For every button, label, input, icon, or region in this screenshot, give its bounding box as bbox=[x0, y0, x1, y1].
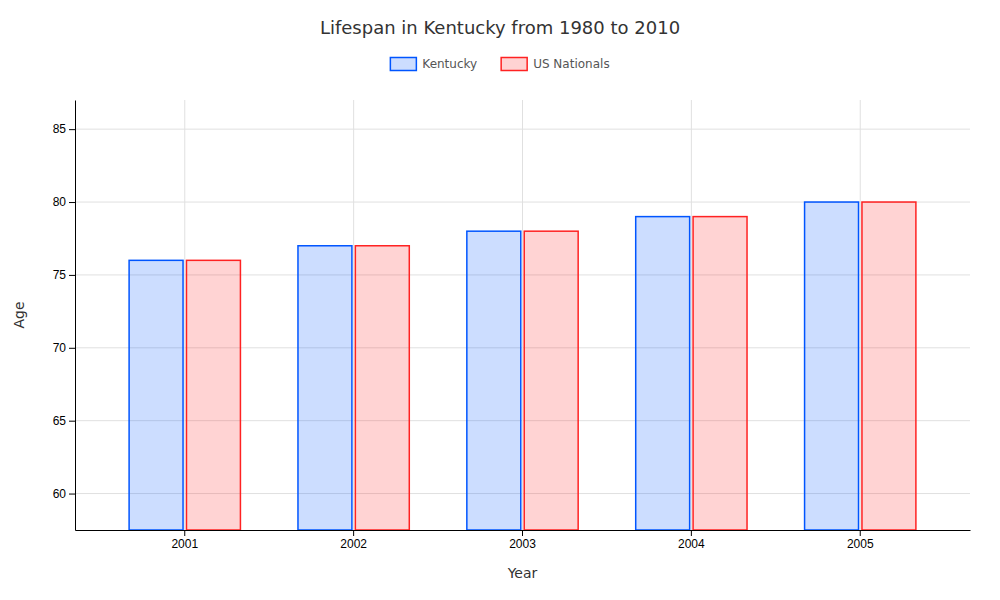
y-tick-mark bbox=[69, 275, 75, 276]
y-axis-line bbox=[75, 101, 76, 531]
y-tick: 60 bbox=[53, 487, 75, 501]
legend-swatch bbox=[501, 58, 527, 71]
y-tick-mark bbox=[69, 129, 75, 130]
legend-label: Kentucky bbox=[422, 57, 477, 71]
y-tick-mark bbox=[69, 421, 75, 422]
x-tick-mark bbox=[691, 530, 692, 536]
grid-line-x bbox=[860, 100, 861, 530]
series bbox=[186, 202, 915, 530]
y-tick-mark bbox=[69, 348, 75, 349]
y-tick-label: 60 bbox=[53, 487, 67, 501]
bar bbox=[524, 231, 578, 530]
bar bbox=[186, 260, 240, 530]
y-tick-label: 70 bbox=[53, 341, 67, 355]
y-tick: 80 bbox=[53, 195, 75, 209]
bar bbox=[298, 246, 352, 530]
x-tick: 2002 bbox=[340, 530, 367, 551]
x-tick-label: 2004 bbox=[678, 537, 705, 551]
legend-item: Kentucky bbox=[390, 57, 477, 71]
x-tick-mark bbox=[860, 530, 861, 536]
legend-label: US Nationals bbox=[533, 57, 609, 71]
plot: 2001 2002 2003 2004 2005 60 65 70 75 80 85 bbox=[53, 100, 971, 551]
legend: Kentucky US Nationals bbox=[390, 57, 609, 71]
x-tick-label: 2003 bbox=[509, 537, 536, 551]
bar bbox=[467, 231, 521, 530]
chart: 2001 2002 2003 2004 2005 60 65 70 75 80 85 Year Age L… bbox=[0, 0, 1000, 600]
y-tick: 65 bbox=[53, 414, 75, 428]
grid-line-x bbox=[522, 100, 523, 530]
bar bbox=[693, 217, 747, 530]
x-tick: 2001 bbox=[171, 530, 198, 551]
x-tick-label: 2002 bbox=[340, 537, 367, 551]
y-axis-title: Age bbox=[11, 301, 27, 328]
y-axis: 60 65 70 75 80 85 bbox=[53, 101, 76, 531]
bars bbox=[129, 202, 916, 530]
y-tick: 85 bbox=[53, 122, 75, 136]
x-axis: 2001 2002 2003 2004 2005 bbox=[76, 530, 971, 551]
title: Lifespan in Kentucky from 1980 to 2010 bbox=[320, 17, 680, 38]
y-tick-label: 85 bbox=[53, 122, 67, 136]
bar bbox=[805, 202, 859, 530]
x-tick: 2003 bbox=[509, 530, 536, 551]
grid bbox=[75, 100, 970, 530]
legend-swatch bbox=[390, 58, 416, 71]
y-tick-mark bbox=[69, 202, 75, 203]
x-axis-title: Year bbox=[507, 565, 538, 581]
y-tick-label: 80 bbox=[53, 195, 67, 209]
y-tick-label: 75 bbox=[53, 268, 67, 282]
bar bbox=[636, 217, 690, 530]
bar bbox=[129, 260, 183, 530]
grid-line-x bbox=[353, 100, 354, 530]
y-tick-mark bbox=[69, 494, 75, 495]
legend-item: US Nationals bbox=[501, 57, 609, 71]
x-tick-mark bbox=[353, 530, 354, 536]
x-tick: 2005 bbox=[847, 530, 874, 551]
x-tick-label: 2001 bbox=[171, 537, 198, 551]
grid-line-x bbox=[184, 100, 185, 530]
y-tick-label: 65 bbox=[53, 414, 67, 428]
y-tick: 75 bbox=[53, 268, 75, 282]
x-tick-mark bbox=[522, 530, 523, 536]
y-tick: 70 bbox=[53, 341, 75, 355]
bar bbox=[862, 202, 916, 530]
x-tick-mark bbox=[184, 530, 185, 536]
x-tick-label: 2005 bbox=[847, 537, 874, 551]
series bbox=[129, 202, 858, 530]
bar bbox=[355, 246, 409, 530]
grid-line-x bbox=[691, 100, 692, 530]
x-tick: 2004 bbox=[678, 530, 705, 551]
